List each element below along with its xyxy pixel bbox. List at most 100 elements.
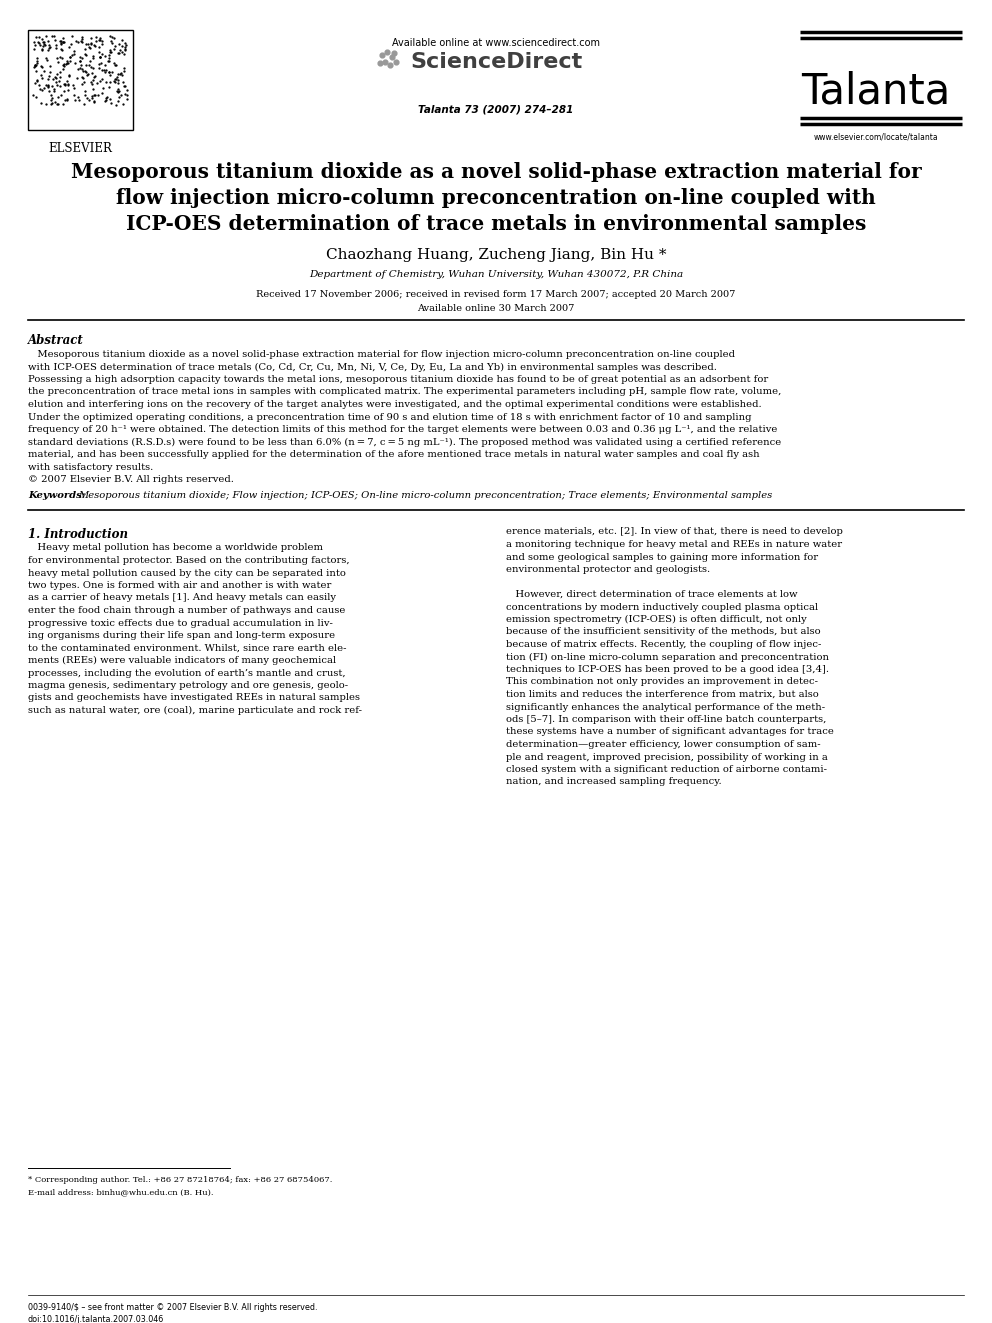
Point: [26, 57, 42, 78]
Point: [41, 77, 57, 98]
Point: [56, 54, 71, 75]
Point: [110, 42, 126, 64]
Point: [102, 40, 118, 61]
Text: doi:10.1016/j.talanta.2007.03.046: doi:10.1016/j.talanta.2007.03.046: [28, 1315, 165, 1323]
Point: [388, 52, 404, 73]
Point: [39, 49, 55, 70]
Point: [53, 32, 68, 53]
Point: [72, 57, 88, 78]
Point: [109, 66, 125, 87]
Text: 1. Introduction: 1. Introduction: [28, 528, 128, 541]
Point: [70, 58, 86, 79]
Point: [31, 26, 47, 48]
Point: [107, 71, 123, 93]
Point: [77, 38, 93, 60]
Text: ScienceDirect: ScienceDirect: [410, 52, 582, 71]
Point: [117, 33, 133, 54]
Point: [114, 41, 130, 62]
Point: [28, 86, 44, 107]
Point: [73, 74, 89, 95]
Point: [91, 29, 107, 50]
Text: enter the food chain through a number of pathways and cause: enter the food chain through a number of…: [28, 606, 345, 615]
Text: to the contaminated environment. Whilst, since rare earth ele-: to the contaminated environment. Whilst,…: [28, 643, 346, 652]
Text: because of the insufficient sensitivity of the methods, but also: because of the insufficient sensitivity …: [506, 627, 820, 636]
Text: * Corresponding author. Tel.: +86 27 87218764; fax: +86 27 68754067.: * Corresponding author. Tel.: +86 27 872…: [28, 1176, 332, 1184]
Point: [96, 60, 112, 81]
Point: [94, 33, 110, 54]
Point: [87, 85, 103, 106]
Text: ELSEVIER: ELSEVIER: [49, 142, 112, 155]
Point: [107, 69, 123, 90]
Text: © 2007 Elsevier B.V. All rights reserved.: © 2007 Elsevier B.V. All rights reserved…: [28, 475, 234, 484]
Point: [41, 74, 57, 95]
Text: 0039-9140/$ – see front matter © 2007 Elsevier B.V. All rights reserved.: 0039-9140/$ – see front matter © 2007 El…: [28, 1303, 317, 1312]
Point: [38, 94, 54, 115]
Text: the preconcentration of trace metal ions in samples with complicated matrix. The: the preconcentration of trace metal ions…: [28, 388, 782, 397]
Point: [69, 30, 85, 52]
Point: [111, 81, 127, 102]
Point: [374, 45, 390, 66]
Point: [54, 40, 69, 61]
Point: [33, 65, 49, 86]
Point: [56, 28, 71, 49]
Point: [49, 64, 64, 85]
Point: [60, 50, 75, 71]
Point: [117, 40, 133, 61]
Point: [31, 33, 47, 54]
Point: [94, 60, 110, 81]
Point: [28, 54, 44, 75]
Point: [113, 85, 129, 106]
Text: Available online 30 March 2007: Available online 30 March 2007: [418, 304, 574, 314]
Point: [81, 54, 97, 75]
Point: [30, 71, 46, 93]
Point: [104, 26, 120, 48]
Point: [92, 53, 108, 74]
Point: [58, 74, 73, 95]
Point: [41, 34, 57, 56]
Text: closed system with a significant reduction of airborne contami-: closed system with a significant reducti…: [506, 765, 827, 774]
Point: [76, 61, 92, 82]
Point: [48, 37, 63, 58]
Point: [63, 44, 79, 65]
Point: [30, 46, 46, 67]
Point: [76, 94, 92, 115]
Point: [42, 37, 58, 58]
Point: [92, 29, 108, 50]
Point: [48, 34, 63, 56]
Point: [114, 65, 130, 86]
Point: [74, 30, 90, 52]
Point: [65, 78, 81, 99]
Point: [35, 40, 51, 61]
Point: [106, 70, 122, 91]
Point: [107, 54, 123, 75]
Point: [91, 37, 107, 58]
Point: [110, 78, 126, 99]
Point: [94, 69, 110, 90]
Point: [44, 25, 60, 46]
Point: [62, 33, 78, 54]
Point: [109, 82, 125, 103]
Point: [76, 44, 92, 65]
Text: with satisfactory results.: with satisfactory results.: [28, 463, 153, 471]
Point: [108, 54, 124, 75]
Point: [78, 54, 94, 75]
Text: nation, and increased sampling frequency.: nation, and increased sampling frequency…: [506, 778, 721, 786]
Point: [27, 56, 43, 77]
Point: [51, 94, 66, 115]
Point: [62, 46, 77, 67]
Point: [106, 53, 122, 74]
Text: Keywords:: Keywords:: [28, 492, 85, 500]
Point: [90, 58, 106, 79]
Point: [42, 62, 58, 83]
Text: as a carrier of heavy metals [1]. And heavy metals can easily: as a carrier of heavy metals [1]. And he…: [28, 594, 336, 602]
Point: [55, 93, 70, 114]
Point: [119, 85, 135, 106]
Point: [79, 65, 95, 86]
Point: [39, 26, 55, 48]
Text: Chaozhang Huang, Zucheng Jiang, Bin Hu *: Chaozhang Huang, Zucheng Jiang, Bin Hu *: [325, 247, 667, 262]
Point: [40, 75, 56, 97]
Point: [36, 32, 52, 53]
Text: heavy metal pollution caused by the city can be separated into: heavy metal pollution caused by the city…: [28, 569, 346, 578]
Point: [108, 94, 124, 115]
Point: [60, 53, 75, 74]
